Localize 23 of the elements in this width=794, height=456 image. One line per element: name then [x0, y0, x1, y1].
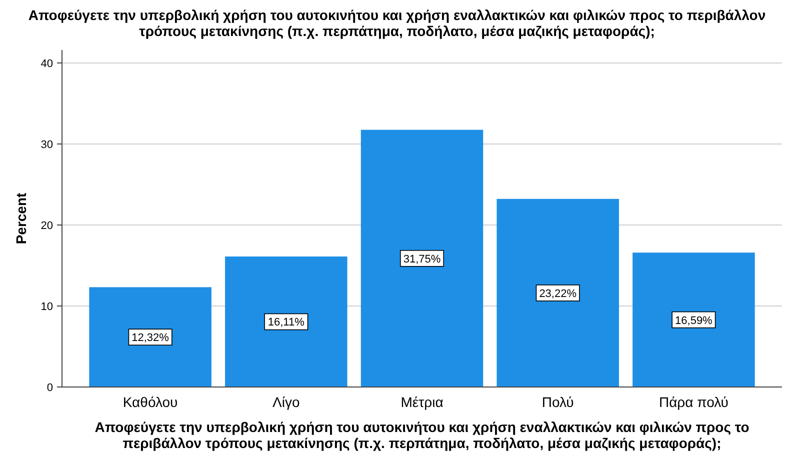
y-axis-title: Percent [13, 192, 29, 244]
data-label: 23,22% [539, 288, 577, 300]
y-tick-label: 10 [40, 300, 53, 313]
data-label: 12,32% [132, 332, 170, 344]
bar [632, 252, 755, 387]
data-label: 16,11% [268, 316, 305, 329]
chart-title: Αποφεύγετε την υπερβολική χρήση του αυτοκινήτου και χρήση εναλλακτικών και φιλικών προς το περιβάλλον τρόπους μετακίνησης (π.χ. περπάτημα, ποδήλατο, μέσα μαζικής μεταφοράς); [28, 7, 766, 39]
data-label: 31,75% [403, 253, 441, 266]
data-label: 16,59% [675, 314, 713, 327]
x-tick-label: Πάρα πολύ [658, 394, 728, 410]
y-tick-label: 30 [40, 138, 53, 151]
bar [225, 256, 348, 387]
x-tick-label: Πολύ [542, 394, 574, 410]
x-tick-label: Μέτρια [400, 394, 444, 410]
bar [360, 130, 484, 387]
x-axis-title: Αποφεύγετε την υπερβολική χρήση του αυτοκινήτου και χρήση εναλλακτικών και φιλικών προς το περιβάλλον τρόπους μετακίνησης (π.χ. περπάτημα, ποδήλατο, μέσα μαζικής μεταφοράς); [94, 419, 750, 451]
bar [89, 287, 212, 387]
y-tick-label: 20 [40, 220, 53, 232]
bar [496, 198, 619, 387]
x-tick-label: Λίγο [272, 394, 300, 410]
y-tick-label: 40 [40, 58, 53, 70]
y-tick-label: 0 [46, 382, 53, 394]
x-tick-label: Καθόλου [122, 394, 178, 410]
